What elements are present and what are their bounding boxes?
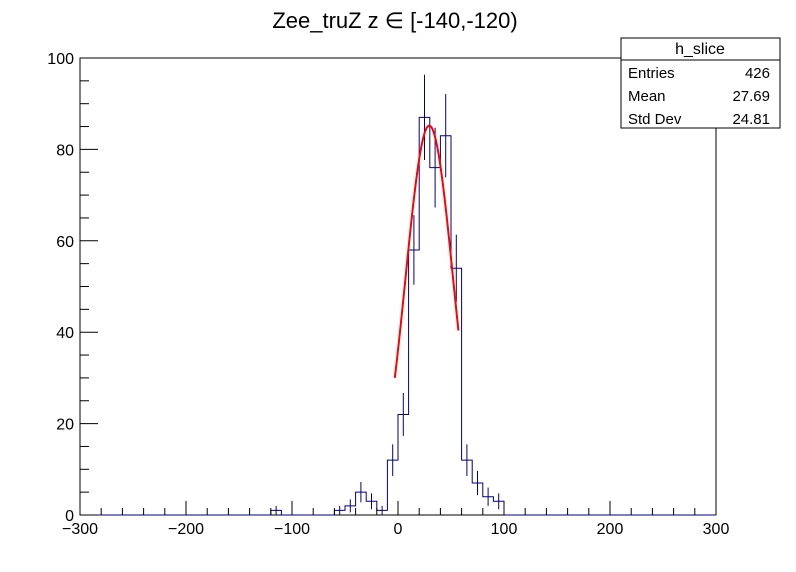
x-tick-label: 200 <box>597 521 624 538</box>
stats-box-frame <box>620 37 781 129</box>
gaussian-fit-curve <box>393 124 460 378</box>
x-tick-label: 100 <box>491 521 518 538</box>
y-tick-label: 80 <box>56 142 74 159</box>
y-tick-label: 60 <box>56 234 74 251</box>
x-tick-label: −100 <box>274 521 310 538</box>
y-tick-label: 20 <box>56 417 74 434</box>
y-tick-label: 0 <box>65 508 74 525</box>
stats-box: h_slice Entries 426 Mean 27.69 Std Dev 2… <box>620 37 781 129</box>
x-tick-label: −300 <box>62 521 98 538</box>
stats-mean-value: 27.69 <box>732 88 770 105</box>
y-tick-label: 100 <box>47 51 74 68</box>
x-tick-label: −200 <box>168 521 204 538</box>
histogram-series <box>80 116 716 516</box>
stats-stddev-label: Std Dev <box>628 111 682 128</box>
x-tick-label: 0 <box>394 521 403 538</box>
stats-mean-label: Mean <box>628 88 666 105</box>
y-tick-label: 40 <box>56 325 74 342</box>
chart-title: Zee_truZ z ∈ [-140,-120) <box>272 8 517 33</box>
stats-stddev-value: 24.81 <box>732 111 770 128</box>
x-tick-label: 300 <box>703 521 730 538</box>
stats-box-title: h_slice <box>675 41 725 58</box>
stats-entries-label: Entries <box>628 65 675 82</box>
stats-entries-value: 426 <box>745 65 770 82</box>
